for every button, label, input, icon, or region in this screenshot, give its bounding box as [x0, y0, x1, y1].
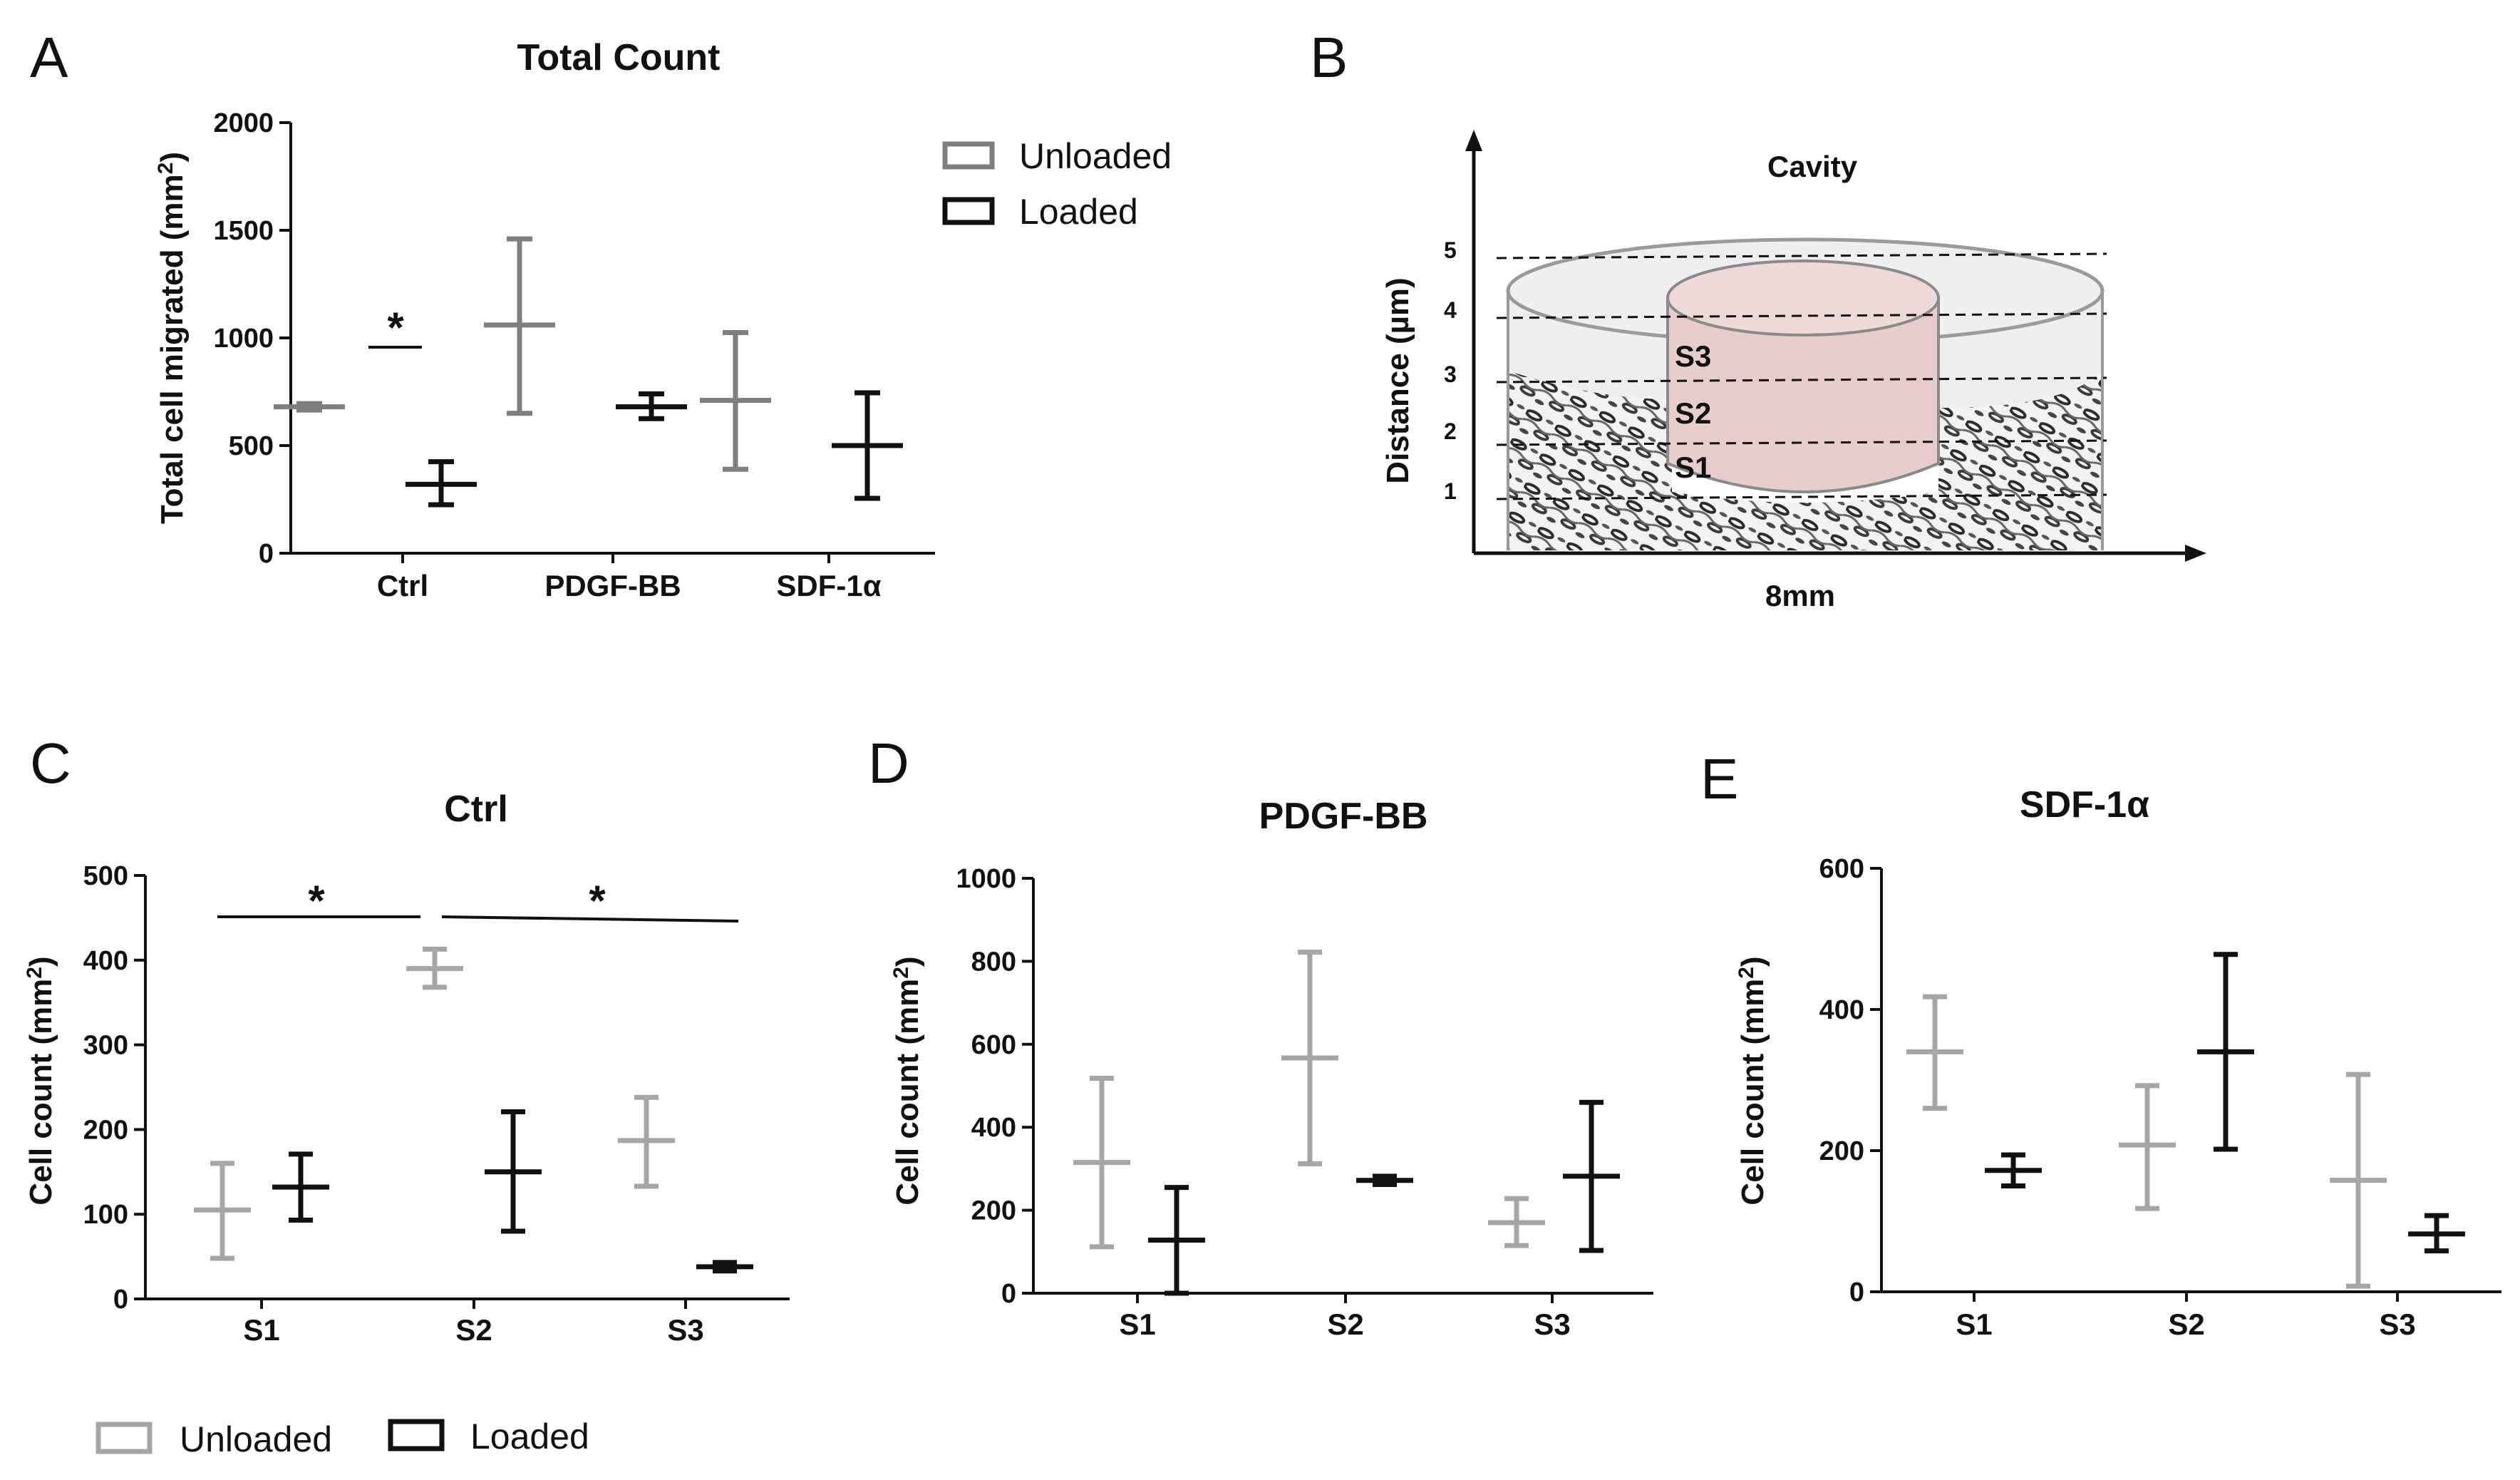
level-number-3: 3 [1444, 361, 1457, 387]
chart-sdf-1a: SDF-1α 0 200 400 600 Cell count (mm2) S1 S2 S3 [1735, 784, 2501, 1341]
legend-label-unloaded: Unloaded [1019, 136, 1172, 176]
x-tick-label: S1 [243, 1313, 279, 1347]
significance-bar [441, 915, 739, 923]
y-tick-label: 100 [83, 1200, 128, 1230]
y-tick-label: 400 [971, 1113, 1016, 1143]
legend-swatch-unloaded [942, 141, 995, 170]
y-tick-label: 200 [971, 1196, 1016, 1226]
x-tick-label: SDF-1α [776, 569, 881, 602]
inner-cylinder-top [1666, 259, 1940, 336]
y-axis-label-superscript: 2 [889, 967, 913, 979]
x-tick-label: S2 [455, 1313, 492, 1347]
legend-label-loaded: Loaded [1019, 192, 1138, 232]
x-tick-label: S1 [1956, 1307, 1992, 1341]
schematic-y-label: Distance (µm) [1380, 277, 1415, 483]
level-number-1: 1 [1444, 478, 1457, 504]
level-number-4: 4 [1444, 297, 1457, 323]
y-tick-label: 400 [1819, 995, 1864, 1025]
y-axis-label: Total cell migrated (mm2) [154, 152, 190, 524]
level-number-2: 2 [1444, 418, 1457, 444]
x-tick-label: Ctrl [377, 569, 428, 602]
y-axis-label-close: ) [24, 956, 58, 967]
y-tick-label: 400 [83, 946, 128, 976]
x-tick-label: S3 [667, 1313, 703, 1347]
significance-star: * [308, 877, 325, 925]
y-tick-label: 0 [1001, 1279, 1016, 1309]
y-tick-label: 300 [83, 1031, 128, 1061]
y-tick-label: 200 [83, 1115, 128, 1145]
level-line-3 [1496, 376, 2107, 384]
x-tick-label: S2 [1327, 1307, 1363, 1341]
y-tick-label: 0 [259, 539, 274, 569]
schematic-title: Cavity [1767, 150, 1858, 183]
section-label-s2: S2 [1675, 396, 1711, 430]
section-label-s3: S3 [1675, 339, 1711, 373]
x-tick-label: S1 [1119, 1307, 1155, 1341]
y-axis-label-superscript: 2 [23, 967, 46, 979]
panel-label-e: E [1700, 747, 1738, 811]
y-axis-label-close: ) [890, 956, 925, 967]
y-tick-label: 2000 [213, 108, 274, 138]
x-tick-label: S3 [2379, 1307, 2415, 1341]
y-tick-label: 0 [113, 1285, 128, 1315]
panel-label-a: A [30, 26, 68, 89]
level-number-5: 5 [1444, 237, 1457, 263]
chart-title: SDF-1α [2020, 784, 2149, 826]
panel-label-c: C [30, 731, 71, 795]
significance-star: * [387, 304, 404, 351]
section-label-s1: S1 [1675, 451, 1711, 484]
y-tick-label: 500 [229, 431, 274, 461]
chart-title: Ctrl [444, 788, 508, 830]
chart-ctrl: Ctrl 0 100 200 300 400 500 Cell count (mm2) S1 S2… [23, 788, 790, 1347]
y-axis-label-superscript: 2 [154, 163, 177, 175]
y-tick-label: 1500 [213, 216, 274, 246]
y-tick-label: 1000 [956, 864, 1016, 894]
legend-bottom: Unloaded Loaded [95, 1417, 589, 1459]
level-line-2 [1496, 439, 2107, 446]
y-tick-label: 800 [971, 947, 1016, 977]
level-line-5 [1496, 252, 2107, 259]
panel-label-b: B [1310, 26, 1348, 89]
y-axis-label-close: ) [155, 152, 190, 163]
x-tick-label: S2 [2168, 1307, 2204, 1341]
chart-title: Total Count [517, 37, 721, 78]
y-axis-label: Cell count (mm2) [23, 956, 58, 1205]
level-line-1 [1496, 493, 2107, 500]
chart-pdgf-bb: PDGF-BB 0 200 400 600 800 1000 Cell count (mm2)… [889, 796, 1653, 1341]
y-tick-label: 600 [1819, 854, 1864, 884]
legend-top: Unloaded Loaded [942, 136, 1172, 232]
level-line-4 [1496, 312, 2107, 319]
y-axis-label: Cell count (mm2) [889, 956, 925, 1205]
cavity-schematic: Cavity 1 2 3 4 5 S3 S2 S1 Distance (µm) [1380, 130, 2206, 612]
legend-bottom-label-unloaded: Unloaded [180, 1419, 332, 1459]
y-tick-label: 1000 [213, 324, 274, 354]
y-axis-label-superscript: 2 [1735, 967, 1758, 979]
y-tick-label: 200 [1819, 1136, 1864, 1166]
chart-total-count: Total Count 0 500 1000 1500 2000 Total cell mi… [154, 37, 935, 602]
y-axis-label: Cell count (mm2) [1735, 956, 1770, 1205]
significance-star: * [589, 877, 606, 925]
tissue-block [1508, 371, 2102, 550]
x-tick-label: PDGF-BB [544, 569, 681, 602]
legend-swatch-loaded [942, 197, 995, 225]
y-tick-label: 500 [83, 861, 128, 891]
legend-bottom-label-loaded: Loaded [470, 1417, 589, 1456]
y-axis-label-close: ) [1735, 956, 1770, 967]
y-tick-label: 0 [1849, 1278, 1864, 1307]
legend-bottom-swatch-loaded [388, 1419, 445, 1451]
chart-title: PDGF-BB [1259, 796, 1428, 837]
schematic-x-label: 8mm [1765, 579, 1835, 612]
legend-bottom-swatch-unloaded [95, 1422, 153, 1454]
panel-label-d: D [868, 731, 909, 795]
schematic-y-arrow [1465, 130, 1482, 151]
y-tick-label: 600 [971, 1030, 1016, 1060]
schematic-x-arrow [2185, 545, 2206, 562]
x-tick-label: S3 [1534, 1307, 1570, 1341]
